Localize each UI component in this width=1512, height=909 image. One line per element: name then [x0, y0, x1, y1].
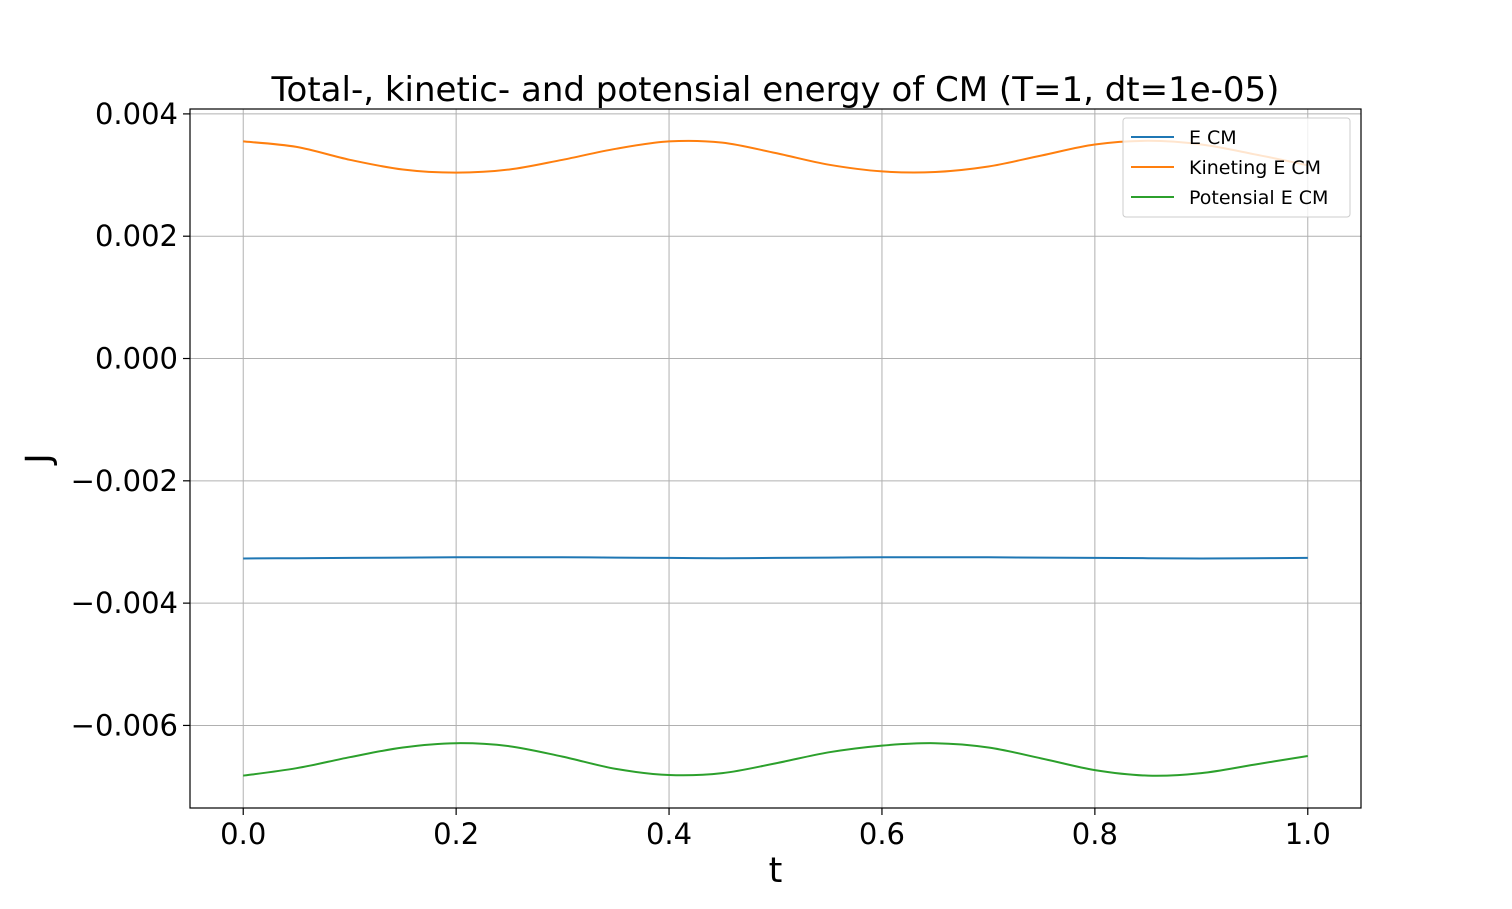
- y-tick-label: 0.000: [95, 342, 178, 376]
- legend-label-2: Kineting E CM: [1189, 157, 1321, 179]
- chart-title: Total-, kinetic- and potensial energy of…: [271, 70, 1280, 110]
- y-tick-label: 0.004: [95, 97, 178, 131]
- x-tick-label: 0.6: [859, 817, 905, 851]
- x-tick-label: 1.0: [1285, 817, 1331, 851]
- legend-label-3: Potensial E CM: [1189, 187, 1328, 209]
- y-axis-label: J: [19, 453, 59, 465]
- y-tick-label: 0.002: [95, 219, 178, 253]
- series-line-1: [243, 556, 1308, 560]
- axis-ticks: 0.0 0.2 0.4 0.6 0.8 1.0 0.004 0.002 0.000 −0.002 −…: [71, 97, 1331, 851]
- x-axis-label: t: [769, 851, 783, 891]
- x-tick-label: 0.2: [433, 817, 479, 851]
- series-line-3: [243, 742, 1308, 777]
- x-tick-label: 0.4: [646, 817, 692, 851]
- x-tick-label: 0.8: [1072, 817, 1118, 851]
- grid-lines: [190, 109, 1361, 808]
- x-tick-label: 0.0: [220, 817, 266, 851]
- legend-label-1: E CM: [1189, 127, 1237, 149]
- y-tick-label: −0.006: [71, 708, 178, 742]
- legend-box: [1122, 117, 1351, 218]
- legend: E CM Kineting E CM Potensial E CM: [1122, 117, 1351, 218]
- y-tick-label: −0.002: [71, 464, 178, 498]
- axes-frame: [189, 108, 1362, 809]
- y-tick-label: −0.004: [71, 586, 178, 620]
